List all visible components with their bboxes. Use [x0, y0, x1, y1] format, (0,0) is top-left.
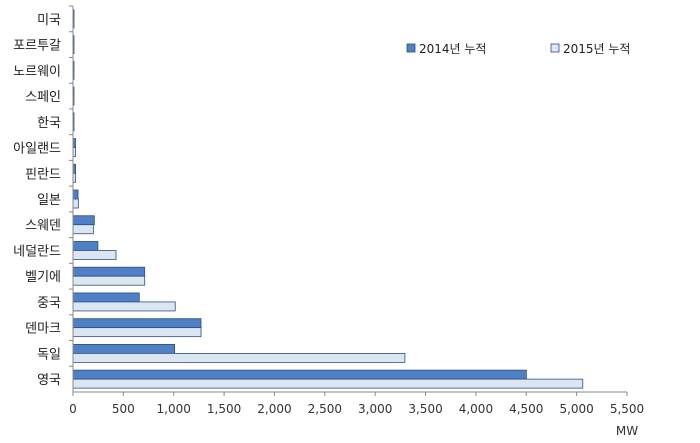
legend-label-2014: 2014년 누적	[419, 42, 486, 56]
category-label: 스웨덴	[25, 219, 61, 234]
bar-2015	[72, 301, 176, 312]
legend-label-2015: 2015년 누적	[563, 42, 630, 56]
category-label: 미국	[37, 13, 61, 28]
bar-2015	[72, 327, 202, 338]
category-label: 한국	[37, 116, 61, 131]
x-tick-label: 2,500	[308, 402, 342, 416]
x-tick-label: 1,500	[207, 402, 241, 416]
bar-2015	[72, 352, 406, 363]
x-tick-label: 0	[69, 402, 77, 416]
bar-2014	[72, 189, 79, 200]
category-label: 핀란드	[25, 167, 61, 182]
category-label: 네덜란드	[13, 244, 61, 259]
bar-2015	[72, 198, 79, 209]
bar-2014	[72, 318, 202, 329]
bars-group	[72, 9, 584, 389]
bar-2014	[72, 369, 527, 380]
x-tick-labels: 0 500 1,000 1,500 2,000 2,500 3,000 3,500 4,000 4…	[69, 392, 644, 416]
bar-2014	[72, 266, 146, 277]
category-label: 영국	[37, 373, 61, 388]
x-tick-label: 500	[112, 402, 135, 416]
bar-2015	[72, 224, 94, 235]
bar-2014	[72, 292, 140, 303]
bar-2014	[72, 343, 176, 354]
x-tick-label: 4,000	[459, 402, 493, 416]
x-tick-label: 3,500	[408, 402, 442, 416]
category-label: 포르투갈	[13, 39, 61, 54]
bar-2014	[72, 215, 95, 226]
legend: 2014년 누적 2015년 누적	[406, 42, 630, 56]
category-label: 독일	[37, 347, 61, 362]
category-label: 벨기에	[25, 270, 61, 285]
category-label: 아일랜드	[13, 142, 61, 157]
x-tick-label: 1,000	[157, 402, 191, 416]
bar-2015	[72, 275, 146, 286]
category-label: 일본	[37, 193, 61, 208]
x-tick-label: 4,500	[509, 402, 543, 416]
category-label: 덴마크	[25, 322, 61, 337]
bar-2014	[72, 241, 99, 251]
category-labels: 미국포르투갈노르웨이스페인한국아일랜드핀란드일본스웨덴네덜란드벨기에중국덴마크독…	[13, 5, 73, 388]
x-tick-label: 2,000	[257, 402, 291, 416]
category-label: 중국	[37, 296, 61, 311]
x-tick-label: 5,500	[610, 402, 644, 416]
bar-2015	[72, 378, 584, 389]
legend-swatch-2015	[550, 43, 560, 53]
legend-swatch-2014	[406, 43, 416, 53]
x-axis-label: MW	[616, 424, 638, 438]
category-label: 노르웨이	[13, 64, 61, 79]
x-tick-label: 5,000	[559, 402, 593, 416]
bar-2015	[72, 250, 117, 260]
x-tick-label: 3,000	[358, 402, 392, 416]
category-label: 스페인	[25, 90, 61, 105]
